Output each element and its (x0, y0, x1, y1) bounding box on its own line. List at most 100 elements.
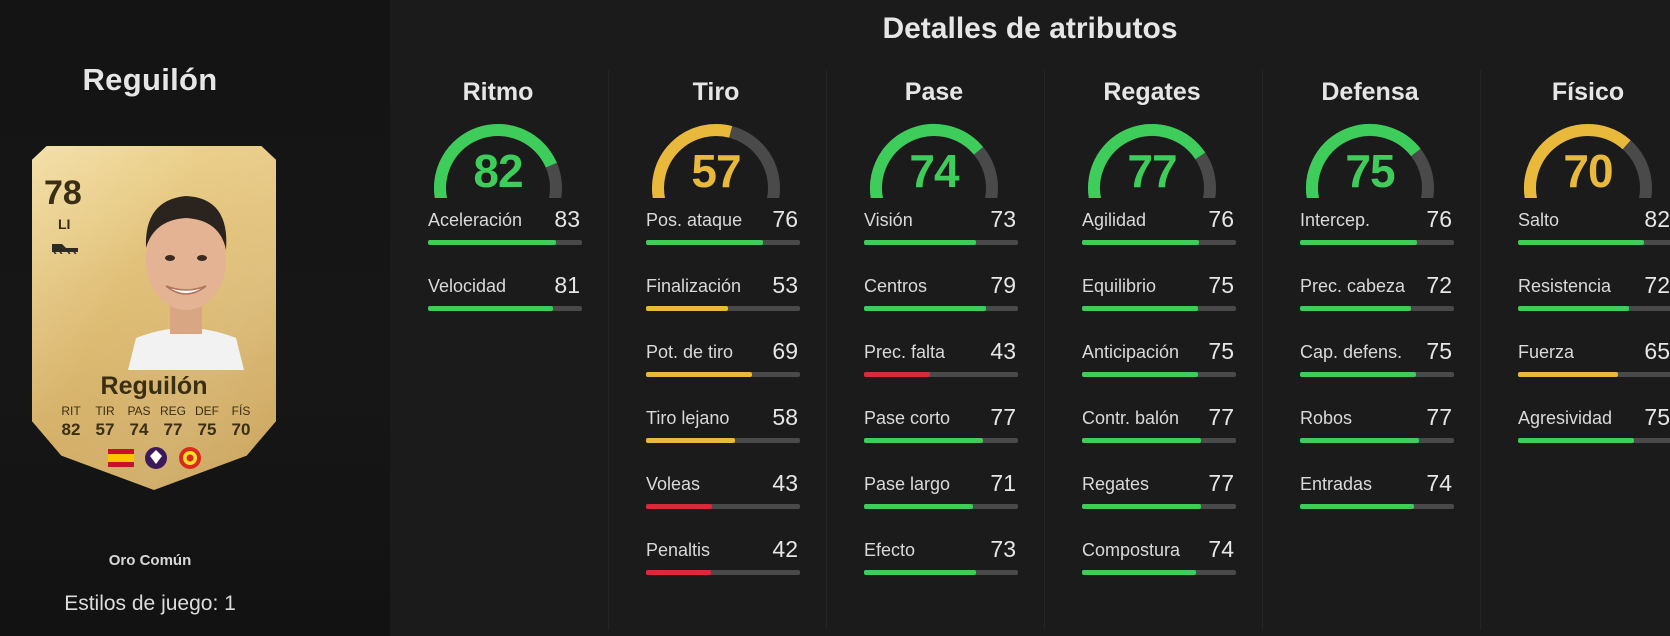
attribute-label: Salto (1518, 210, 1560, 230)
attribute-row-voleas[interactable]: Voleas 43 (646, 466, 800, 532)
category-gauge: 57 (646, 114, 786, 198)
attribute-row-penaltis[interactable]: Penaltis 42 (646, 532, 800, 598)
attribute-value: 65 (1644, 338, 1670, 364)
attribute-label: Visión (864, 210, 913, 230)
attribute-row-efecto[interactable]: Efecto 73 (864, 532, 1018, 598)
attribute-label: Anticipación (1082, 342, 1180, 362)
attribute-row-robos[interactable]: Robos 77 (1300, 400, 1454, 466)
attribute-row-finalizacion[interactable]: Finalización 53 (646, 268, 800, 334)
attribute-bar-track (1082, 306, 1236, 311)
gauge-arc (434, 123, 562, 198)
card-stat-value: 57 (95, 420, 115, 439)
player-portrait (128, 196, 244, 370)
attribute-bar-fill (864, 306, 986, 311)
gauge-fill (1088, 123, 1206, 198)
attribute-row-pase-corto[interactable]: Pase corto 77 (864, 400, 1018, 466)
player-card[interactable]: 78 LI Reguilón RIT 82 TIR 57 (32, 146, 276, 490)
attribute-bar-track (1518, 372, 1670, 377)
card-stat-value: 70 (231, 420, 251, 439)
attribute-label: Fuerza (1518, 342, 1575, 362)
gauge-arc (1524, 124, 1652, 198)
card-stat-reg: REG 77 (156, 404, 190, 440)
attribute-row-anticipacion[interactable]: Anticipación 75 (1082, 334, 1236, 400)
attribute-row-pot-de-tiro[interactable]: Pot. de tiro 69 (646, 334, 800, 400)
attribute-value: 75 (1208, 338, 1234, 364)
attribute-value: 76 (1208, 206, 1234, 232)
category-overall-value: 82 (473, 145, 523, 197)
attribute-row-resistencia[interactable]: Resistencia 72 (1518, 268, 1670, 334)
attribute-bar-track (646, 438, 800, 443)
attribute-value: 77 (990, 404, 1016, 430)
attribute-bar-track (646, 570, 800, 575)
column-divider (1480, 70, 1481, 630)
gauge-arc (1306, 124, 1434, 198)
card-overall-rating: 78 (44, 174, 82, 212)
attribute-bar-fill (428, 240, 556, 245)
card-stat-pas: PAS 74 (122, 404, 156, 440)
attribute-label: Resistencia (1518, 276, 1612, 296)
category-gauge: 77 (1082, 114, 1222, 198)
attribute-value: 79 (990, 272, 1016, 298)
attribute-bar-track (864, 372, 1018, 377)
attribute-row-salto[interactable]: Salto 82 (1518, 202, 1670, 268)
category-overall-value: 75 (1345, 145, 1395, 197)
attribute-label: Robos (1300, 408, 1353, 428)
attribute-bar-track (1082, 372, 1236, 377)
attribute-bar-track (646, 372, 800, 377)
attribute-label: Velocidad (428, 276, 507, 296)
attribute-row-vision[interactable]: Visión 73 (864, 202, 1018, 268)
card-stat-label: DEF (195, 404, 219, 418)
attribute-bar-track (428, 240, 582, 245)
category-gauge: 74 (864, 114, 1004, 198)
attribute-bar-fill (428, 306, 553, 311)
gauge-fill (1306, 124, 1421, 198)
category-gauge: 75 (1300, 114, 1440, 198)
card-badges (108, 447, 201, 469)
attribute-row-prec-cabeza[interactable]: Prec. cabeza 72 (1300, 268, 1454, 334)
attribute-bar-fill (1300, 372, 1416, 377)
attribute-label: Tiro lejano (646, 408, 730, 428)
attribute-row-aceleracion[interactable]: Aceleración 83 (428, 202, 582, 268)
attribute-bar-fill (864, 570, 977, 575)
attribute-bar-track (1300, 504, 1454, 509)
attribute-bar-fill (646, 504, 713, 509)
attribute-bar-fill (646, 306, 728, 311)
attribute-value: 73 (990, 206, 1016, 232)
attribute-value: 72 (1644, 272, 1670, 298)
attribute-row-regates[interactable]: Regates 77 (1082, 466, 1236, 532)
attribute-row-compostura[interactable]: Compostura 74 (1082, 532, 1236, 598)
attribute-row-pase-largo[interactable]: Pase largo 71 (864, 466, 1018, 532)
category-gauge: 82 (428, 114, 568, 198)
attribute-row-prec-falta[interactable]: Prec. falta 43 (864, 334, 1018, 400)
attribute-row-fuerza[interactable]: Fuerza 65 (1518, 334, 1670, 400)
attribute-row-cap-defens[interactable]: Cap. defens. 75 (1300, 334, 1454, 400)
attribute-value: 76 (1426, 206, 1452, 232)
attribute-bar-fill (646, 240, 764, 245)
attribute-bar-fill (1518, 438, 1634, 443)
attribute-row-agresividad[interactable]: Agresividad 75 (1518, 400, 1670, 466)
card-stat-label: REG (159, 404, 186, 418)
gauge-fill (652, 124, 733, 198)
attribute-bar-track (1518, 438, 1670, 443)
attribute-row-centros[interactable]: Centros 79 (864, 268, 1018, 334)
category-title: Regates (1103, 78, 1201, 106)
category-overall-value: 77 (1127, 145, 1177, 197)
attribute-bar-fill (1518, 372, 1619, 377)
card-stats: RIT 82 TIR 57 PAS 74 REG 77 DEF 75 FÍS 7… (54, 404, 258, 440)
attribute-row-equilibrio[interactable]: Equilibrio 75 (1082, 268, 1236, 334)
attribute-value: 77 (1426, 404, 1452, 430)
attribute-row-contr-balon[interactable]: Contr. balón 77 (1082, 400, 1236, 466)
attribute-row-tiro-lejano[interactable]: Tiro lejano 58 (646, 400, 800, 466)
category-overall-value: 70 (1563, 145, 1613, 197)
attribute-row-entradas[interactable]: Entradas 74 (1300, 466, 1454, 532)
attribute-bar-track (864, 438, 1018, 443)
attribute-row-pos-ataque[interactable]: Pos. ataque 76 (646, 202, 800, 268)
category-gauge: 70 (1518, 114, 1658, 198)
attribute-bar-track (1082, 438, 1236, 443)
attribute-row-intercep[interactable]: Intercep. 76 (1300, 202, 1454, 268)
attribute-label: Compostura (1082, 540, 1181, 560)
attribute-value: 43 (772, 470, 798, 496)
playstyles-count[interactable]: Estilos de juego: 1 (64, 592, 236, 615)
attribute-row-agilidad[interactable]: Agilidad 76 (1082, 202, 1236, 268)
attribute-row-velocidad[interactable]: Velocidad 81 (428, 268, 582, 334)
